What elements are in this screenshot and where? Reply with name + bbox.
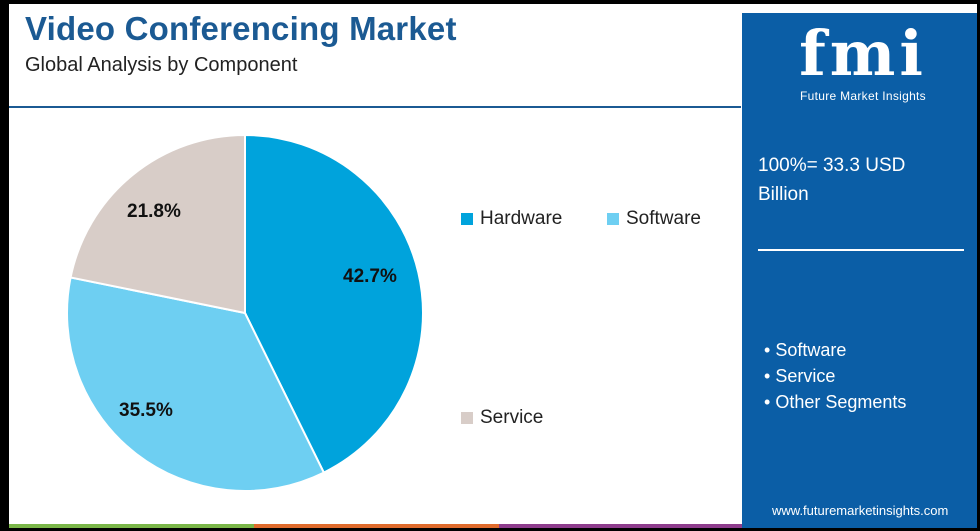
panel-divider: [758, 249, 964, 251]
legend-swatch-software: [607, 213, 619, 225]
market-total-line2: Billion: [758, 184, 809, 205]
legend-label-hardware: Hardware: [480, 208, 563, 229]
segment-item: Software: [764, 337, 906, 363]
segment-item: Other Segments: [764, 389, 906, 415]
bottom-bar-purple: [499, 524, 742, 528]
legend-software: Software: [607, 208, 701, 230]
info-panel: fmi Future Market Insights 100%= 33.3 US…: [742, 13, 977, 528]
pie-slice-service: [69, 133, 246, 315]
pie-slice-hardware: [244, 133, 424, 474]
pie-slice-software: [66, 276, 326, 492]
market-total-line1: 100%= 33.3 USD: [758, 155, 906, 176]
bottom-bar-green: [9, 524, 254, 528]
title-divider: [9, 106, 741, 108]
logo-subtitle: Future Market Insights: [800, 89, 926, 103]
legend-label-software: Software: [626, 208, 701, 229]
segment-list: Software Service Other Segments: [764, 337, 906, 415]
legend-swatch-service: [461, 412, 473, 424]
logo-mark: fmi: [799, 17, 927, 90]
infographic-frame: Video Conferencing Market Global Analysi…: [9, 4, 977, 528]
chart-subtitle: Global Analysis by Component: [25, 54, 298, 76]
bottom-bar-orange: [254, 524, 499, 528]
slice-label-software: 35.5%: [119, 400, 173, 421]
website-link[interactable]: www.futuremarketinsights.com: [772, 503, 949, 518]
legend-swatch-hardware: [461, 213, 473, 225]
pie-chart: [66, 133, 424, 492]
legend-label-service: Service: [480, 407, 544, 428]
fmi-logo: fmi Future Market Insights: [768, 19, 958, 111]
legend-service: Service: [461, 407, 543, 429]
slice-label-service: 21.8%: [127, 201, 181, 222]
market-total: 100%= 33.3 USD Billion: [758, 151, 958, 209]
chart-title: Video Conferencing Market: [25, 10, 457, 47]
segment-item: Service: [764, 363, 906, 389]
slice-label-hardware: 42.7%: [343, 266, 397, 287]
legend-hardware: Hardware: [461, 208, 562, 230]
